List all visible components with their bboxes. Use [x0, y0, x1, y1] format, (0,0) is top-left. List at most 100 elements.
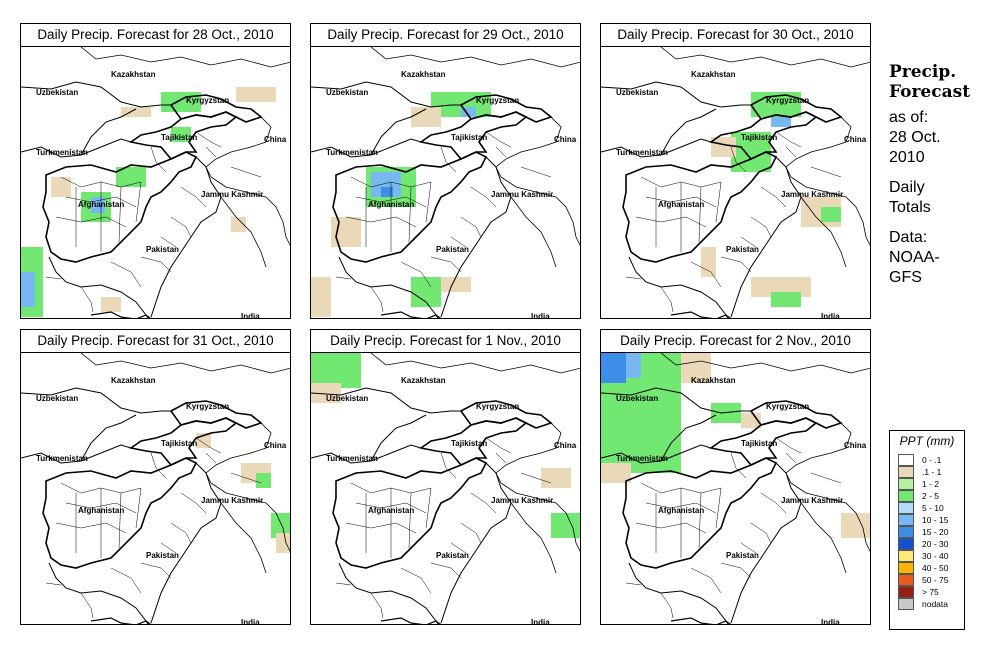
legend-label: 20 - 30 — [922, 539, 949, 549]
forecast-panel-2: Daily Precip. Forecast for 29 Oct., 2010… — [310, 23, 581, 319]
legend-swatch — [898, 586, 914, 598]
map-label-jammu-kashmir: Jammu Kashmir — [491, 496, 553, 505]
map-label-india: India — [531, 312, 550, 319]
map-label-kazakhstan: Kazakhstan — [691, 376, 736, 385]
forecast-panel-6: Daily Precip. Forecast for 2 Nov., 2010 … — [600, 329, 871, 625]
data-line1: Data: — [889, 229, 928, 246]
legend-label: 15 - 20 — [922, 527, 949, 537]
map-label-india: India — [821, 618, 840, 625]
totals-line2: Totals — [889, 199, 931, 216]
map-label-china: China — [844, 135, 867, 144]
map-label-jammu-kashmir: Jammu Kashmir — [781, 496, 843, 505]
map-label-tajikistan: Tajikistan — [451, 439, 487, 448]
sidebar-info: Precip. Forecast as of: 28 Oct. 2010 Dai… — [889, 62, 979, 288]
map-label-kazakhstan: Kazakhstan — [111, 70, 156, 79]
map-label-afghanistan: Afghanistan — [368, 506, 414, 515]
legend-item: 10 - 15 — [890, 514, 964, 526]
map-label-pakistan: Pakistan — [726, 245, 759, 254]
map-label-uzbekistan: Uzbekistan — [36, 394, 78, 403]
legend-label: .1 - 1 — [922, 467, 942, 477]
map-label-kyrgyzstan: Kyrgyzstan — [766, 402, 809, 411]
legend-label: 2 - 5 — [922, 491, 940, 501]
asof-line3: 2010 — [889, 149, 925, 166]
panel-title: Daily Precip. Forecast for 31 Oct., 2010 — [21, 330, 290, 353]
legend-swatch — [898, 538, 914, 550]
data-line2: NOAA- — [889, 249, 940, 266]
map-label-tajikistan: Tajikistan — [161, 133, 197, 142]
forecast-panel-4: Daily Precip. Forecast for 31 Oct., 2010… — [20, 329, 291, 625]
map-label-jammu-kashmir: Jammu Kashmir — [201, 496, 263, 505]
legend-item: 40 - 50 — [890, 562, 964, 574]
map-label-uzbekistan: Uzbekistan — [326, 88, 368, 97]
panel-title: Daily Precip. Forecast for 1 Nov., 2010 — [311, 330, 580, 353]
map-label-china: China — [554, 441, 577, 450]
map-label-kyrgyzstan: Kyrgyzstan — [476, 402, 519, 411]
map-label-tajikistan: Tajikistan — [451, 133, 487, 142]
forecast-panel-1: Daily Precip. Forecast for 28 Oct., 2010… — [20, 23, 291, 319]
map-label-uzbekistan: Uzbekistan — [36, 88, 78, 97]
legend-item: 50 - 75 — [890, 574, 964, 586]
map-label-turkmenistan: Turkmenistan — [616, 454, 668, 463]
legend-swatch — [898, 502, 914, 514]
legend-swatch — [898, 562, 914, 574]
map-label-uzbekistan: Uzbekistan — [616, 394, 658, 403]
panel-title: Daily Precip. Forecast for 28 Oct., 2010 — [21, 24, 290, 47]
map-label-afghanistan: Afghanistan — [78, 200, 124, 209]
asof-line2: 28 Oct. — [889, 129, 941, 146]
panel-title: Daily Precip. Forecast for 30 Oct., 2010 — [601, 24, 870, 47]
map-label-kazakhstan: Kazakhstan — [111, 376, 156, 385]
legend-label: 10 - 15 — [922, 515, 949, 525]
precip-overlay — [601, 353, 870, 538]
map-label-afghanistan: Afghanistan — [658, 506, 704, 515]
map-label-china: China — [264, 135, 287, 144]
legend-rows: 0 - .1 .1 - 1 1 - 2 2 - 5 5 - 10 10 - 15 15 - … — [890, 454, 964, 610]
legend-swatch — [898, 526, 914, 538]
precip-map: Uzbekistan Kazakhstan Kyrgyzstan Tajikistan… — [311, 47, 580, 319]
data-line3: GFS — [889, 269, 922, 286]
legend-item: 2 - 5 — [890, 490, 964, 502]
legend-swatch — [898, 478, 914, 490]
map-label-india: India — [241, 618, 260, 625]
ppt-legend: PPT (mm) 0 - .1 .1 - 1 1 - 2 2 - 5 5 - 10 10 … — [889, 430, 965, 630]
legend-item: 0 - .1 — [890, 454, 964, 466]
legend-swatch — [898, 466, 914, 478]
precip-map: Uzbekistan Kazakhstan Kyrgyzstan Tajikistan… — [601, 47, 870, 319]
legend-item: 15 - 20 — [890, 526, 964, 538]
map-label-pakistan: Pakistan — [146, 245, 179, 254]
map-label-pakistan: Pakistan — [436, 245, 469, 254]
legend-item: nodata — [890, 598, 964, 610]
legend-label: 0 - .1 — [922, 455, 942, 465]
map-label-kazakhstan: Kazakhstan — [401, 70, 446, 79]
map-label-uzbekistan: Uzbekistan — [616, 88, 658, 97]
precip-map: Uzbekistan Kazakhstan Kyrgyzstan Tajikistan… — [21, 353, 290, 625]
map-label-uzbekistan: Uzbekistan — [326, 394, 368, 403]
map-label-jammu-kashmir: Jammu Kashmir — [491, 190, 553, 199]
legend-label: 40 - 50 — [922, 563, 949, 573]
precip-overlay — [311, 353, 580, 538]
legend-swatch — [898, 454, 914, 466]
legend-title: PPT (mm) — [899, 434, 955, 448]
legend-swatch — [898, 514, 914, 526]
map-label-kazakhstan: Kazakhstan — [691, 70, 736, 79]
legend-swatch — [898, 598, 914, 610]
map-label-china: China — [264, 441, 287, 450]
map-label-kyrgyzstan: Kyrgyzstan — [186, 96, 229, 105]
asof-line1: as of: — [889, 109, 929, 126]
precip-overlay — [196, 433, 290, 553]
map-label-india: India — [821, 312, 840, 319]
map-label-jammu-kashmir: Jammu Kashmir — [201, 190, 263, 199]
map-label-kyrgyzstan: Kyrgyzstan — [186, 402, 229, 411]
map-label-turkmenistan: Turkmenistan — [36, 148, 88, 157]
precip-overlay — [701, 92, 841, 307]
map-label-tajikistan: Tajikistan — [741, 439, 777, 448]
map-label-turkmenistan: Turkmenistan — [36, 454, 88, 463]
map-label-afghanistan: Afghanistan — [368, 200, 414, 209]
map-label-pakistan: Pakistan — [436, 551, 469, 560]
map-label-turkmenistan: Turkmenistan — [326, 454, 378, 463]
precip-map: Uzbekistan Kazakhstan Kyrgyzstan Tajikistan… — [21, 47, 290, 318]
map-label-tajikistan: Tajikistan — [741, 133, 777, 142]
legend-item: .1 - 1 — [890, 466, 964, 478]
legend-swatch — [898, 490, 914, 502]
map-label-china: China — [554, 135, 577, 144]
map-label-china: China — [844, 441, 867, 450]
